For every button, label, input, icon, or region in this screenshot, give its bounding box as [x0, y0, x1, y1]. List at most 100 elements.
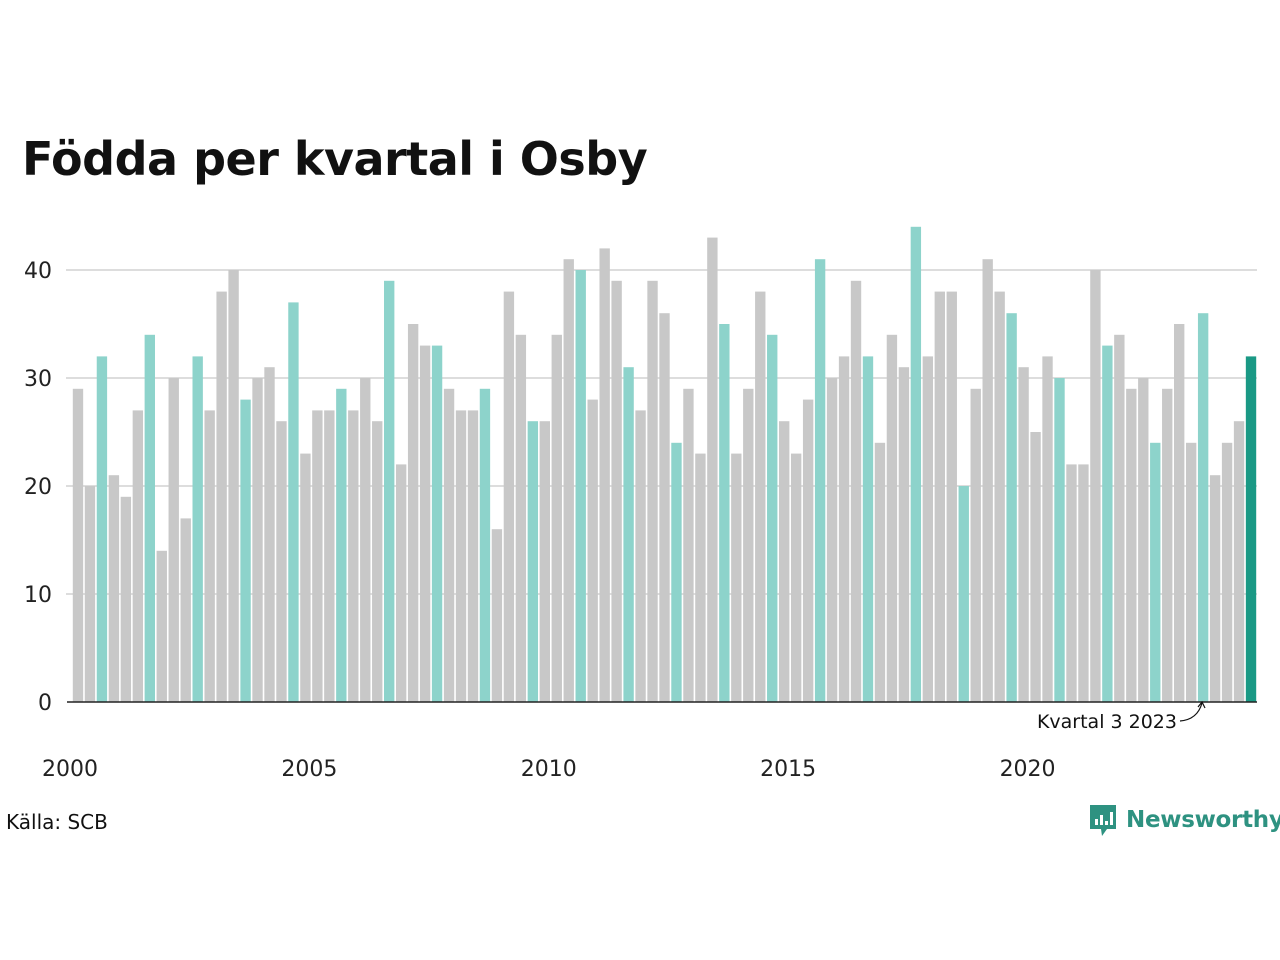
- bar: [228, 270, 239, 702]
- newsworthy-logo-icon: [1090, 805, 1116, 836]
- bar: [348, 410, 359, 702]
- bar: [336, 388, 347, 702]
- bar: [539, 421, 550, 702]
- bar: [276, 421, 287, 702]
- bar: [575, 270, 586, 702]
- x-tick-label: 2010: [521, 757, 577, 782]
- bar: [515, 334, 527, 702]
- y-tick-label: 0: [38, 691, 52, 716]
- bar: [1066, 464, 1077, 702]
- bar: [970, 388, 981, 702]
- source-label: Källa: SCB: [6, 810, 108, 834]
- brand-name: Newsworthy: [1126, 807, 1280, 833]
- bar: [419, 345, 431, 702]
- bar: [443, 388, 455, 702]
- bars: [72, 226, 1257, 703]
- bar: [1006, 313, 1017, 702]
- bar: [252, 378, 263, 702]
- bar: [1209, 475, 1221, 702]
- x-tick-label: 2020: [1000, 757, 1056, 782]
- bar: [707, 237, 718, 702]
- bar: [1030, 432, 1041, 702]
- bar: [659, 313, 670, 702]
- bar: [96, 356, 108, 702]
- bar: [1102, 345, 1113, 702]
- bar: [755, 291, 766, 702]
- y-tick-label: 30: [24, 367, 52, 392]
- bar: [288, 302, 299, 702]
- bar: [910, 226, 922, 703]
- bar: [204, 410, 215, 702]
- y-axis-labels: 0 10 20 30 40: [24, 259, 52, 716]
- bar: [994, 291, 1005, 702]
- bar: [886, 334, 898, 702]
- bar: [264, 367, 275, 702]
- bar: [431, 345, 443, 702]
- bar: [1162, 388, 1173, 702]
- bar: [719, 324, 730, 702]
- bar: [874, 442, 886, 702]
- bar: [599, 248, 610, 702]
- bar: [802, 399, 814, 702]
- bar: [934, 291, 945, 702]
- bar: [1245, 356, 1257, 702]
- brand-logo: Newsworthy: [1088, 803, 1280, 837]
- bar: [826, 378, 838, 702]
- bar: [779, 421, 790, 702]
- bar: [623, 367, 634, 702]
- bar: [1090, 270, 1101, 702]
- x-axis-labels: 2000 2005 2010 2015 2020: [42, 757, 1056, 782]
- bar: [671, 442, 682, 702]
- bar: [898, 367, 910, 702]
- bar: [168, 378, 179, 702]
- bar: [1197, 313, 1209, 702]
- bar: [72, 388, 84, 702]
- bar: [946, 291, 957, 702]
- x-tick-label: 2005: [281, 757, 337, 782]
- bar: [958, 486, 969, 702]
- bar: [850, 280, 862, 702]
- chart-title: Födda per kvartal i Osby: [22, 132, 648, 186]
- bar: [407, 324, 419, 702]
- bar: [1078, 464, 1089, 702]
- bar: [1150, 442, 1161, 702]
- annotation-arrow: [1179, 702, 1203, 722]
- y-tick-label: 10: [24, 583, 52, 608]
- bar: [395, 464, 407, 702]
- annotation: Kvartal 3 2023: [1037, 700, 1206, 733]
- bar: [156, 550, 167, 702]
- bar: [647, 280, 658, 702]
- bar: [862, 356, 874, 702]
- bar: [192, 356, 203, 702]
- bar: [563, 259, 574, 702]
- y-tick-label: 40: [24, 259, 52, 284]
- bar: [922, 356, 934, 702]
- bar: [144, 334, 155, 702]
- bar: [180, 518, 191, 702]
- bar: [455, 410, 467, 702]
- bar: [1221, 442, 1233, 702]
- bar: [491, 529, 503, 702]
- bar: [635, 410, 646, 702]
- bar: [467, 410, 479, 702]
- bar: [1138, 378, 1149, 702]
- bar: [551, 334, 562, 702]
- bar: [372, 421, 383, 702]
- bar: [1185, 442, 1197, 702]
- bar: [527, 421, 539, 702]
- bar: [683, 388, 694, 702]
- bar: [790, 453, 802, 702]
- bar: [1114, 334, 1125, 702]
- bar: [84, 486, 96, 702]
- annotation-label: Kvartal 3 2023: [1037, 711, 1177, 733]
- bar: [1018, 367, 1029, 702]
- bar: [503, 291, 515, 702]
- bar: [982, 259, 993, 702]
- bar: [743, 388, 754, 702]
- bar: [300, 453, 311, 702]
- bar: [1126, 388, 1137, 702]
- x-tick-label: 2015: [760, 757, 816, 782]
- bar: [1233, 421, 1245, 702]
- bar: [587, 399, 598, 702]
- bar: [695, 453, 706, 702]
